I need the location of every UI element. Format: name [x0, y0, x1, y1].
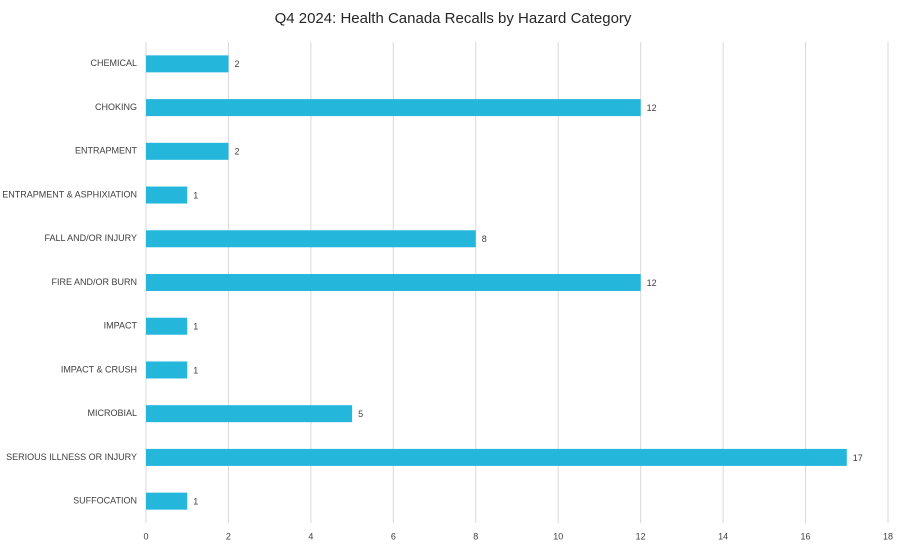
bar	[146, 230, 476, 248]
y-tick-label: FALL AND/OR INJURY	[44, 233, 137, 243]
bar	[146, 274, 641, 291]
x-tick-label: 10	[553, 531, 563, 541]
data-label: 12	[647, 278, 657, 288]
y-tick-label: ENTRAPMENT & ASPHIXIATION	[2, 189, 137, 199]
x-tick-label: 4	[308, 531, 313, 541]
y-tick-label: IMPACT & CRUSH	[61, 364, 137, 374]
y-tick-label: SERIOUS ILLNESS OR INJURY	[6, 452, 137, 462]
data-label: 2	[234, 147, 239, 157]
data-label: 1	[193, 497, 198, 507]
x-tick-label: 14	[718, 531, 728, 541]
bar	[146, 142, 229, 160]
chart-title: Q4 2024: Health Canada Recalls by Hazard…	[275, 10, 632, 27]
x-tick-label: 0	[143, 531, 148, 541]
bar	[146, 99, 641, 117]
bar	[146, 448, 847, 466]
data-label: 1	[193, 190, 198, 200]
x-tick-label: 18	[883, 531, 893, 541]
y-tick-label: SUFFOCATION	[73, 496, 137, 506]
bar	[146, 186, 188, 204]
x-tick-label: 16	[801, 531, 811, 541]
y-tick-label: CHOKING	[95, 102, 137, 112]
y-tick-label: MICROBIAL	[87, 408, 137, 418]
bar	[146, 55, 229, 73]
bar	[146, 361, 188, 379]
y-tick-label: FIRE AND/OR BURN	[51, 277, 137, 287]
x-tick-label: 2	[226, 531, 231, 541]
bar	[146, 317, 188, 335]
data-label: 2	[234, 59, 239, 69]
x-tick-label: 12	[636, 531, 646, 541]
y-tick-label: CHEMICAL	[90, 58, 137, 68]
data-label: 8	[482, 234, 487, 244]
data-label: 1	[193, 322, 198, 332]
bar	[146, 405, 353, 423]
data-label: 12	[647, 103, 657, 113]
data-label: 1	[193, 365, 198, 375]
y-tick-label: IMPACT	[104, 321, 138, 331]
y-tick-label: ENTRAPMENT	[75, 146, 138, 156]
data-label: 5	[358, 409, 363, 419]
x-tick-label: 8	[473, 531, 478, 541]
bar	[146, 492, 188, 510]
data-label: 17	[853, 453, 863, 463]
x-tick-label: 6	[391, 531, 396, 541]
